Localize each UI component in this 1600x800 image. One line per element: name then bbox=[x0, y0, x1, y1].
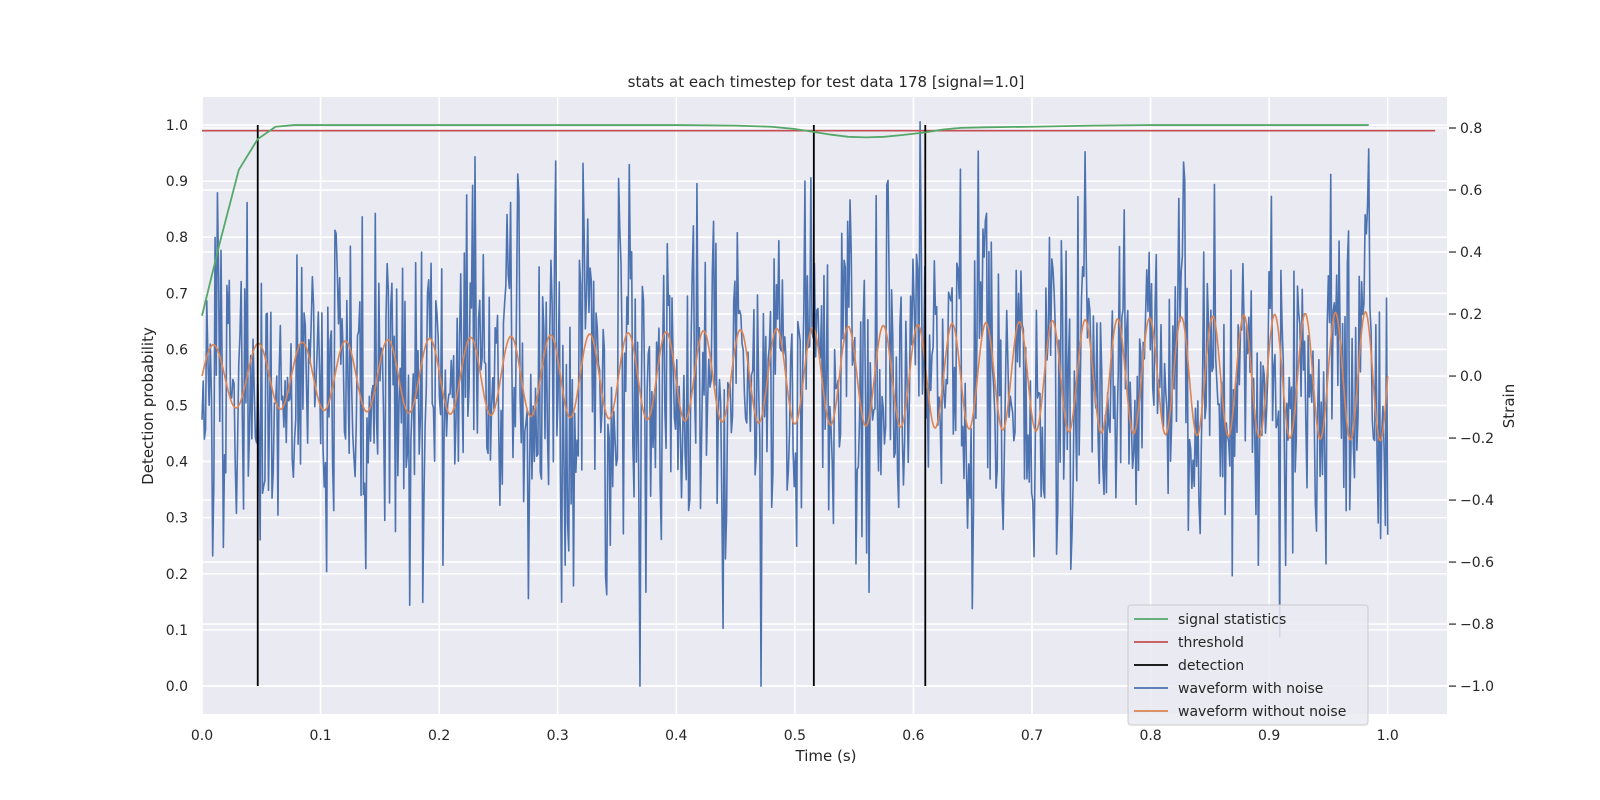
y-left-tick-label: 0.2 bbox=[166, 567, 188, 583]
legend-label: threshold bbox=[1178, 635, 1244, 651]
legend: signal statistics threshold detection wavef… bbox=[1127, 604, 1369, 726]
y-left-tick-label: 0.7 bbox=[166, 286, 188, 302]
y-left-tick-label: 0.9 bbox=[166, 174, 188, 190]
y-right-tick-label: −0.8 bbox=[1460, 617, 1494, 633]
x-axis-ticks: 0.0 0.1 0.2 0.3 0.4 0.5 0.6 0.7 0.8 0.9 1.0 bbox=[191, 728, 1399, 744]
y-left-tick-label: 0.8 bbox=[166, 230, 188, 246]
series-signal-statistics bbox=[201, 124, 1369, 316]
x-tick-label: 0.4 bbox=[665, 728, 687, 744]
y-left-tick-label: 0.0 bbox=[166, 679, 188, 695]
series-waveform-without-noise bbox=[201, 310, 1389, 442]
y-right-tick-label: 0.2 bbox=[1460, 307, 1482, 323]
legend-label: waveform with noise bbox=[1178, 681, 1323, 697]
x-tick-label: 0.2 bbox=[428, 728, 450, 744]
x-tick-label: 0.3 bbox=[547, 728, 569, 744]
y-left-tick-label: 0.6 bbox=[166, 342, 188, 358]
y-right-tick-label: 0.0 bbox=[1460, 369, 1482, 385]
y-right-axis-title: Strain bbox=[1500, 384, 1518, 428]
y-right-tick-label: −1.0 bbox=[1460, 679, 1494, 695]
x-tick-label: 0.6 bbox=[902, 728, 924, 744]
y-right-axis-ticks: −1.0 −0.8 −0.6 −0.4 −0.2 0.0 0.2 0.4 0.6 0.8 bbox=[1449, 121, 1494, 695]
y-left-tick-label: 1.0 bbox=[166, 118, 188, 134]
x-tick-label: 0.7 bbox=[1021, 728, 1043, 744]
legend-label: waveform without noise bbox=[1178, 704, 1346, 720]
y-left-tick-label: 0.3 bbox=[166, 511, 188, 527]
x-axis-title: Time (s) bbox=[795, 747, 857, 765]
y-right-tick-label: 0.8 bbox=[1460, 121, 1482, 137]
legend-label: signal statistics bbox=[1178, 612, 1286, 628]
y-right-tick-label: −0.6 bbox=[1460, 555, 1494, 571]
y-left-tick-label: 0.5 bbox=[166, 399, 188, 415]
chart-title: stats at each timestep for test data 178… bbox=[628, 73, 1025, 91]
x-tick-label: 0.9 bbox=[1258, 728, 1280, 744]
y-left-tick-label: 0.4 bbox=[166, 455, 188, 471]
legend-box bbox=[1127, 604, 1369, 726]
x-tick-label: 0.1 bbox=[309, 728, 331, 744]
x-tick-label: 1.0 bbox=[1377, 728, 1399, 744]
y-left-axis-ticks: 0.0 0.1 0.2 0.3 0.4 0.5 0.6 0.7 0.8 0.9 1.0 bbox=[166, 118, 188, 695]
x-tick-label: 0.8 bbox=[1139, 728, 1161, 744]
series-layer bbox=[201, 121, 1436, 687]
legend-label: detection bbox=[1178, 658, 1244, 674]
y-right-tick-label: 0.4 bbox=[1460, 245, 1482, 261]
y-right-tick-label: −0.2 bbox=[1460, 431, 1494, 447]
y-left-tick-label: 0.1 bbox=[166, 623, 188, 639]
y-right-tick-label: −0.4 bbox=[1460, 493, 1494, 509]
x-tick-label: 0.0 bbox=[191, 728, 213, 744]
y-left-axis-title: Detection probability bbox=[139, 327, 157, 485]
x-tick-label: 0.5 bbox=[784, 728, 806, 744]
y-right-tick-label: 0.6 bbox=[1460, 183, 1482, 199]
